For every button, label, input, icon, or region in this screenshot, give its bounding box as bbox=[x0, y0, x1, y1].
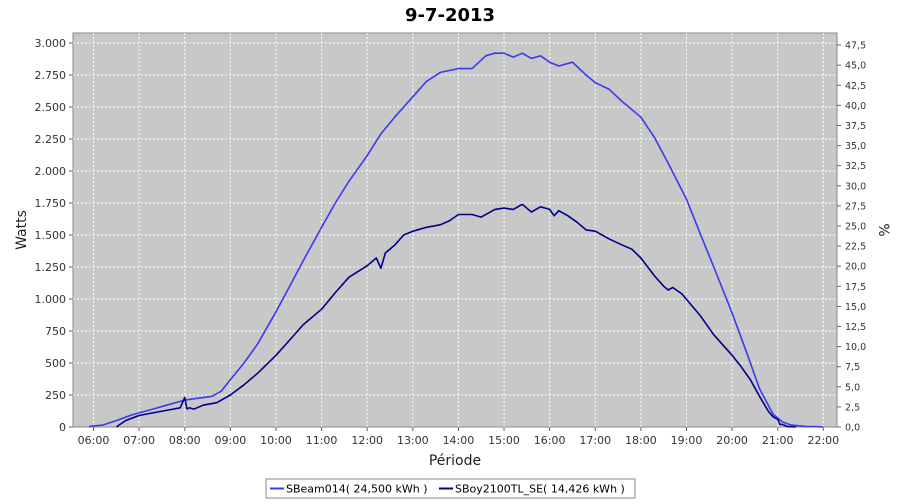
x-tick-label: 14:00 bbox=[443, 434, 475, 447]
x-tick-label: 06:00 bbox=[78, 434, 110, 447]
y2-tick-label: 10,0 bbox=[845, 342, 866, 353]
x-axis-label: Période bbox=[429, 453, 481, 469]
y-tick-label: 1.500 bbox=[35, 229, 67, 242]
x-tick-label: 10:00 bbox=[260, 434, 292, 447]
x-tick-label: 13:00 bbox=[397, 434, 429, 447]
y-tick-label: 500 bbox=[45, 357, 66, 370]
y2-tick-label: 2,5 bbox=[845, 402, 860, 413]
y2-tick-label: 47,5 bbox=[845, 41, 866, 52]
legend: SBeam014( 24,500 kWh ) SBoy2100TL_SE( 14… bbox=[265, 478, 636, 499]
x-tick-label: 08:00 bbox=[169, 434, 201, 447]
y2-tick-label: 40,0 bbox=[845, 101, 866, 112]
x-tick-label: 18:00 bbox=[625, 434, 657, 447]
bottom-axis: 06:00 07:00 08:00 09:00 10:00 11:00 12:00 13:00… bbox=[78, 427, 839, 447]
series-line-0 bbox=[88, 52, 824, 428]
legend-label-sboy2100tl: SBoy2100TL_SE( 14,426 kWh ) bbox=[455, 483, 625, 496]
y2-axis-label: % bbox=[875, 223, 891, 236]
x-tick-label: 21:00 bbox=[762, 434, 794, 447]
vertical-gridlines bbox=[93, 33, 824, 427]
chart-title: 9-7-2013 bbox=[405, 5, 495, 26]
y2-tick-label: 25,0 bbox=[845, 221, 866, 232]
x-tick-label: 09:00 bbox=[215, 434, 247, 447]
y2-tick-label: 7,5 bbox=[845, 362, 860, 373]
y2-tick-label: 12,5 bbox=[845, 322, 866, 333]
y-tick-label: 250 bbox=[45, 389, 66, 402]
series-layer bbox=[88, 52, 824, 428]
x-tick-label: 11:00 bbox=[306, 434, 338, 447]
y2-tick-label: 27,5 bbox=[845, 201, 866, 212]
y2-tick-label: 5,0 bbox=[845, 382, 860, 393]
y-tick-label: 2.250 bbox=[35, 133, 67, 146]
y-tick-label: 750 bbox=[45, 325, 66, 338]
y2-tick-label: 15,0 bbox=[845, 302, 866, 313]
y2-tick-label: 17,5 bbox=[845, 282, 866, 293]
y-axis-label: Watts bbox=[14, 210, 30, 250]
x-tick-label: 07:00 bbox=[123, 434, 155, 447]
legend-label-sbeam014: SBeam014( 24,500 kWh ) bbox=[286, 483, 428, 496]
y-tick-label: 0 bbox=[59, 421, 66, 434]
x-tick-label: 22:00 bbox=[807, 434, 839, 447]
y-tick-label: 1.750 bbox=[35, 197, 67, 210]
right-axis: 0,0 2,5 5,0 7,5 10,0 12,5 15,0 17,5 20,0 22,5 25,0… bbox=[837, 41, 866, 434]
y-tick-label: 2.000 bbox=[35, 165, 67, 178]
x-tick-label: 17:00 bbox=[579, 434, 611, 447]
x-tick-label: 20:00 bbox=[716, 434, 748, 447]
plot-background bbox=[72, 32, 838, 428]
y2-tick-label: 30,0 bbox=[845, 181, 866, 192]
y-tick-label: 1.250 bbox=[35, 261, 67, 274]
y2-tick-label: 42,5 bbox=[845, 81, 866, 92]
y2-tick-label: 35,0 bbox=[845, 141, 866, 152]
y-tick-label: 1.000 bbox=[35, 293, 67, 306]
series-line-1 bbox=[115, 203, 796, 428]
y-tick-label: 2.500 bbox=[35, 101, 67, 114]
y-tick-label: 3.000 bbox=[35, 37, 67, 50]
y2-tick-label: 45,0 bbox=[845, 61, 866, 72]
x-tick-label: 19:00 bbox=[671, 434, 703, 447]
x-tick-label: 16:00 bbox=[534, 434, 566, 447]
x-tick-label: 12:00 bbox=[351, 434, 383, 447]
y2-tick-label: 37,5 bbox=[845, 121, 866, 132]
left-axis: 0 250 500 750 1.000 1.250 1.500 1.750 2.000 2.250… bbox=[35, 37, 73, 434]
y-tick-label: 2.750 bbox=[35, 69, 67, 82]
horizontal-gridlines bbox=[73, 42, 837, 396]
y2-tick-label: 20,0 bbox=[845, 262, 866, 273]
y2-tick-label: 32,5 bbox=[845, 161, 866, 172]
y2-tick-label: 22,5 bbox=[845, 242, 866, 253]
x-tick-label: 15:00 bbox=[488, 434, 520, 447]
y2-tick-label: 0,0 bbox=[845, 423, 860, 434]
